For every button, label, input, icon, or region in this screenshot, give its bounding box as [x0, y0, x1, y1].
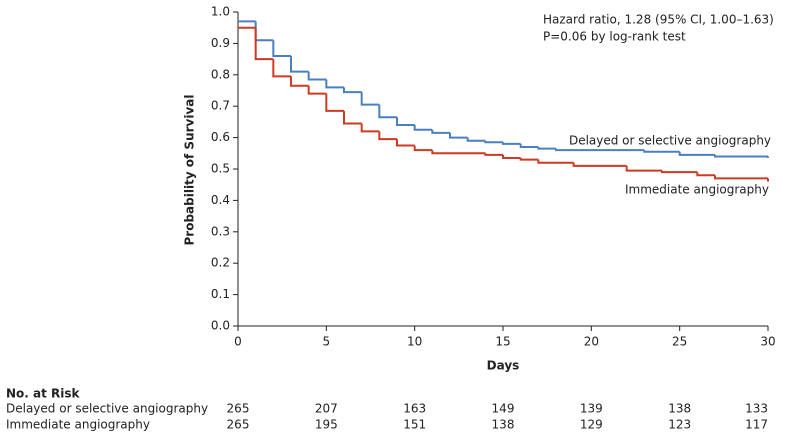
survival-step — [537, 147, 556, 150]
y-tick-label: 0.5 — [211, 162, 230, 176]
x-tick-label: 5 — [323, 335, 331, 349]
survival-step — [431, 150, 486, 155]
y-tick-label: 0.2 — [211, 256, 230, 270]
survival-step — [502, 154, 521, 160]
y-tick-label: 0.4 — [211, 193, 230, 207]
survival-step — [378, 104, 397, 119]
survival-step — [396, 139, 415, 147]
x-tick-label: 20 — [584, 335, 599, 349]
survival-step — [661, 170, 698, 174]
risk-count: 138 — [668, 402, 691, 416]
survival-step — [714, 154, 768, 158]
risk-row-name: Delayed or selective angiography — [6, 402, 208, 416]
risk-count: 149 — [492, 402, 515, 416]
survival-step — [307, 85, 327, 95]
risk-count: 133 — [745, 402, 768, 416]
annotation: Hazard ratio, 1.28 (95% CI, 1.00–1.63) — [543, 13, 774, 27]
risk-count: 195 — [315, 418, 338, 432]
survival-step — [484, 140, 503, 144]
risk-count: 138 — [492, 418, 515, 432]
y-tick-label: 0.7 — [211, 99, 230, 113]
survival-step — [290, 55, 309, 73]
risk-row-name: Immediate angiography — [6, 418, 150, 432]
survival-step — [325, 79, 344, 89]
survival-step — [484, 153, 503, 156]
x-tick-label: 30 — [760, 335, 775, 349]
survival-step — [519, 143, 539, 149]
survival-step — [378, 131, 397, 141]
risk-count: 139 — [580, 402, 603, 416]
risk-count: 123 — [668, 418, 691, 432]
x-tick-label: 0 — [234, 335, 242, 349]
x-axis-label: Days — [487, 359, 520, 373]
survival-step — [431, 129, 450, 134]
risk-count: 151 — [403, 418, 426, 432]
survival-step — [307, 71, 327, 81]
survival-step — [343, 87, 362, 94]
survival-step — [272, 40, 291, 57]
survival-step — [502, 142, 521, 145]
survival-step — [466, 137, 486, 142]
survival-step — [537, 159, 574, 164]
survival-step — [696, 172, 715, 177]
survival-step — [572, 162, 627, 167]
survival-step — [360, 123, 380, 133]
risk-table-title: No. at Risk — [6, 387, 81, 401]
survival-step — [413, 125, 433, 131]
survival-step — [290, 76, 309, 87]
y-tick-label: 0.1 — [211, 287, 230, 301]
risk-count: 207 — [315, 402, 338, 416]
risk-count: 129 — [580, 418, 603, 432]
y-tick-label: 0.9 — [211, 36, 230, 50]
y-tick-label: 0.3 — [211, 224, 230, 238]
survival-step — [555, 148, 645, 152]
survival-step — [360, 92, 380, 106]
y-axis-label: Probability of Survival — [183, 94, 197, 245]
survival-step — [413, 145, 433, 152]
survival-step — [714, 175, 768, 180]
annotation: P=0.06 by log-rank test — [543, 30, 686, 44]
x-tick-label: 25 — [672, 335, 687, 349]
risk-count: 117 — [745, 418, 768, 432]
survival-step — [254, 21, 274, 42]
survival-step — [625, 165, 662, 172]
x-tick-label: 15 — [495, 335, 510, 349]
y-tick-label: 1.0 — [211, 5, 230, 19]
risk-count: 265 — [227, 418, 250, 432]
y-tick-label: 0.0 — [211, 319, 230, 333]
survival-step — [678, 151, 715, 156]
survival-step — [519, 158, 539, 161]
survival-step — [396, 117, 415, 127]
y-tick-label: 0.6 — [211, 130, 230, 144]
survival-step — [272, 59, 291, 78]
series-label: Delayed or selective angiography — [569, 134, 771, 148]
survival-step — [325, 93, 344, 112]
series-label: Immediate angiography — [625, 183, 769, 197]
survival-step — [643, 150, 680, 153]
survival-step — [449, 132, 468, 139]
survival-step — [254, 27, 274, 61]
risk-count: 265 — [227, 402, 250, 416]
y-tick-label: 0.8 — [211, 67, 230, 81]
risk-count: 163 — [403, 402, 426, 416]
survival-step — [343, 110, 362, 125]
x-tick-label: 10 — [407, 335, 422, 349]
